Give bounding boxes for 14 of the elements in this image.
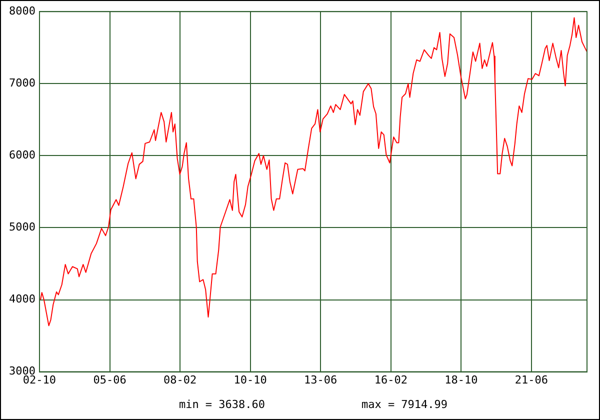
x-tick-label: 18-10 (444, 373, 478, 386)
y-tick-label: 5000 (8, 220, 36, 234)
text: max = 7914.99 (361, 398, 448, 411)
y-tick-label: 6000 (8, 148, 36, 162)
x-tick-label: 21-06 (514, 373, 548, 386)
y-tick-label: 8000 (8, 4, 36, 18)
y-tick-label: 4000 (8, 292, 36, 306)
x-tick-label: 16-02 (374, 373, 408, 386)
x-tick-label: 08-02 (164, 373, 197, 386)
x-tick-label: 13-06 (304, 373, 338, 386)
x-tick-label: 05-06 (93, 373, 126, 386)
x-tick-label: 10-10 (234, 373, 267, 386)
y-tick-label: 7000 (8, 76, 36, 90)
text: min = 3638.60 (178, 398, 266, 411)
